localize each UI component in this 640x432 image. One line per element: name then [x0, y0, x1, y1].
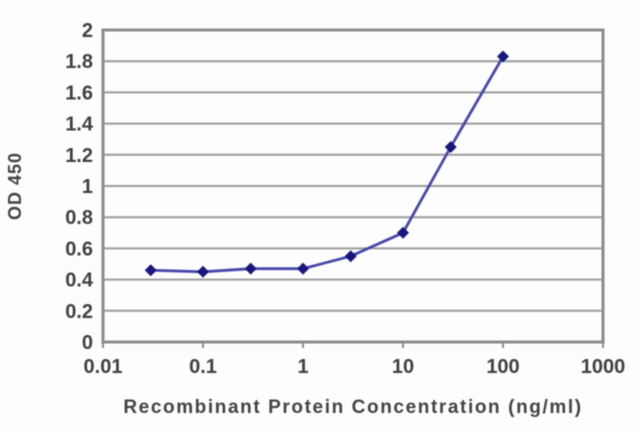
y-axis-title: OD 450 [5, 152, 25, 220]
data-point-marker [444, 141, 457, 153]
data-point-marker [397, 226, 409, 239]
y-tick-label-0.6: 0.6 [65, 238, 93, 260]
y-tick-label-2: 2 [82, 20, 93, 42]
x-tick-label-1000: 1000 [581, 356, 626, 378]
x-tick-label-1: 1 [297, 356, 308, 378]
x-tick-label-0.01: 0.01 [84, 356, 123, 378]
y-tick-label-1.8: 1.8 [65, 51, 93, 73]
y-tick-label-0: 0 [82, 332, 93, 354]
x-axis-title: Recombinant Protein Concentration (ng/ml… [123, 397, 582, 418]
data-point-marker [297, 262, 309, 275]
data-point-marker [197, 265, 209, 278]
y-tick-label-1: 1 [82, 176, 93, 198]
axes-layer [101, 28, 605, 348]
data-point-marker [244, 262, 257, 275]
y-tick-label-0.4: 0.4 [65, 270, 94, 292]
y-tick-label-1.6: 1.6 [65, 82, 93, 104]
plot-frame [101, 28, 605, 344]
x-tick-label-0.1: 0.1 [189, 356, 217, 378]
gridlines-layer [103, 29, 603, 343]
data-point-marker [144, 264, 157, 277]
y-tick-label-0.2: 0.2 [65, 301, 93, 323]
y-tick-label-1.2: 1.2 [65, 145, 93, 167]
x-tick-label-100: 100 [486, 356, 519, 378]
y-tick-label-0.8: 0.8 [65, 207, 93, 229]
data-point-marker [344, 250, 357, 263]
data-point-marker [497, 50, 509, 63]
tick-labels-layer: 0.01 0.1 1 10 100 1000 0 0.2 0.4 0.6 0.8 1 1.2 1.4 1.6… [65, 20, 625, 378]
data-series-layer [144, 50, 509, 278]
x-tick-label-10: 10 [392, 356, 414, 378]
y-tick-label-1.4: 1.4 [65, 114, 94, 136]
series-line [149, 55, 505, 274]
